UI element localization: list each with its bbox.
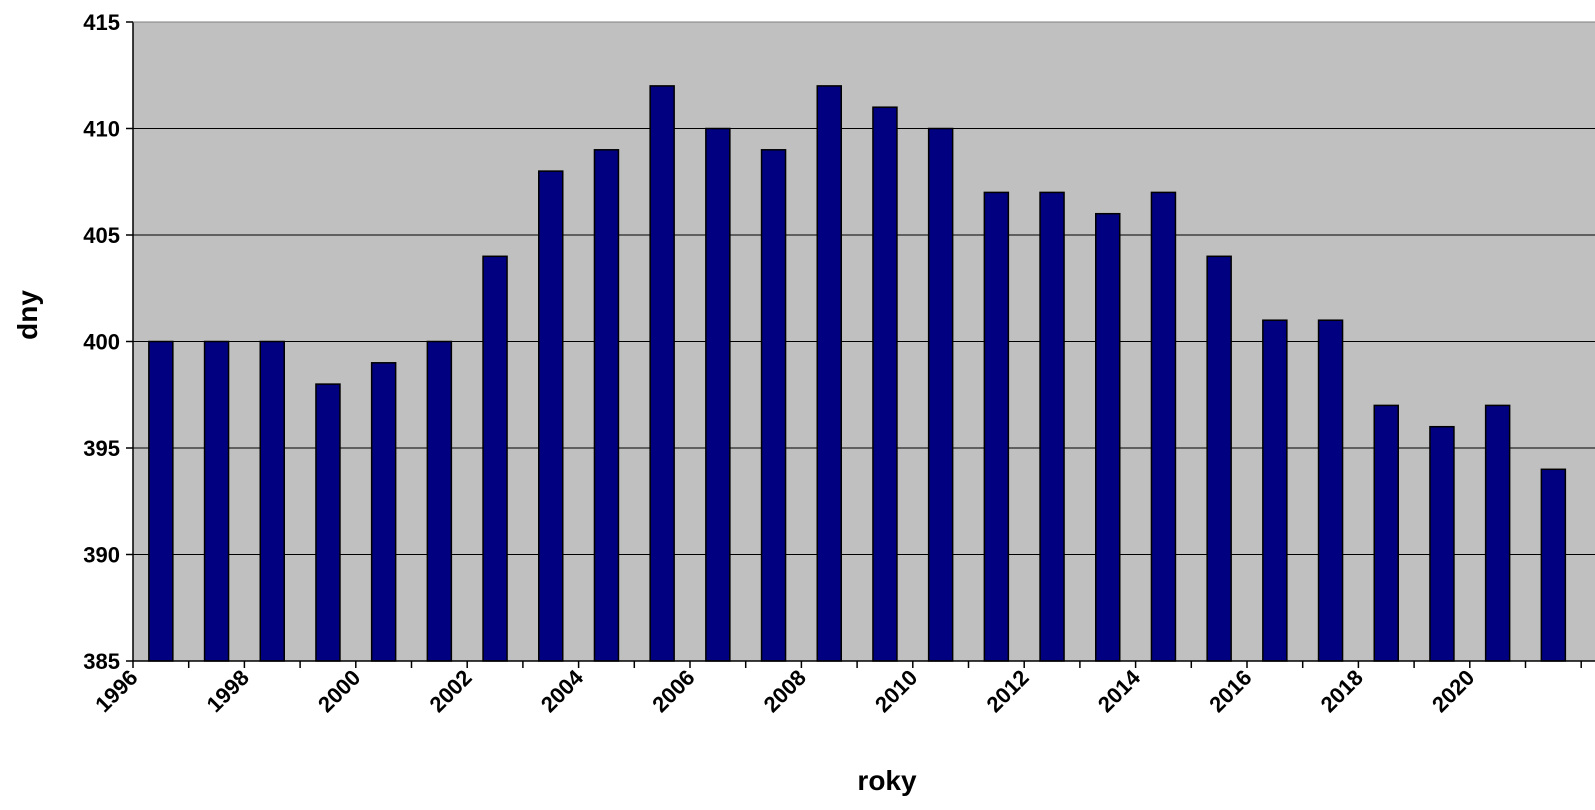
bar-2012: [1039, 191, 1065, 662]
bar-2015: [1206, 255, 1232, 662]
bar-1997: [203, 340, 230, 662]
bar-2003: [538, 170, 564, 662]
x-tick-label: 2020: [1427, 665, 1479, 717]
bar-2011: [983, 191, 1010, 662]
y-tick-label: 410: [83, 117, 120, 142]
x-tick-label: 2010: [870, 665, 922, 717]
axes: [126, 21, 1595, 668]
bar-2017: [1317, 319, 1344, 662]
y-tick-labels: 385 390 395 400 405 410 415: [83, 10, 120, 674]
bar-1998: [259, 340, 285, 662]
bar-2013: [1095, 212, 1121, 662]
bar-2021: [1540, 468, 1567, 662]
x-tick-label: 2000: [313, 665, 365, 717]
y-tick-label: 405: [83, 223, 120, 248]
x-tick-label: 1998: [202, 665, 254, 717]
y-tick-label: 390: [83, 543, 120, 568]
x-tick-label: 2012: [981, 665, 1033, 717]
x-tick-label: 2018: [1316, 665, 1368, 717]
bar-2020: [1484, 404, 1511, 662]
x-tick-label: 2008: [759, 665, 811, 717]
x-tick-label: 2016: [1204, 665, 1256, 717]
y-tick-label: 395: [83, 436, 120, 461]
bar-2009: [872, 106, 898, 662]
bar-2005: [649, 85, 675, 662]
y-tick-label: 415: [83, 10, 120, 35]
bar-2014: [1150, 191, 1177, 662]
bar-2010: [927, 127, 954, 662]
bar-1999: [315, 383, 341, 662]
x-tick-label: 2002: [424, 665, 476, 717]
bar-2007: [760, 149, 787, 662]
bar-2018: [1373, 404, 1399, 662]
bars: [148, 85, 1567, 662]
bar-2004: [593, 149, 620, 662]
bar-2001: [426, 340, 453, 662]
x-axis-title: roky: [857, 765, 917, 796]
y-tick-label: 385: [83, 649, 120, 674]
x-tick-label: 2006: [647, 665, 699, 717]
bar-1996: [148, 340, 174, 662]
bar-2019: [1429, 425, 1455, 662]
x-tick-label: 2004: [536, 664, 589, 717]
bar-2016: [1262, 319, 1288, 662]
x-tick-labels: 1996 1998 2000 2002 2004 2006 2008 2010 2012 2014…: [90, 664, 1479, 717]
y-axis-title: dny: [12, 290, 43, 340]
bar-2006: [705, 127, 731, 662]
bar-2008: [816, 85, 842, 662]
y-tick-label: 400: [83, 330, 120, 355]
bar-2002: [482, 255, 508, 662]
x-tick-label: 2014: [1093, 664, 1146, 717]
bar-2000: [370, 362, 397, 662]
